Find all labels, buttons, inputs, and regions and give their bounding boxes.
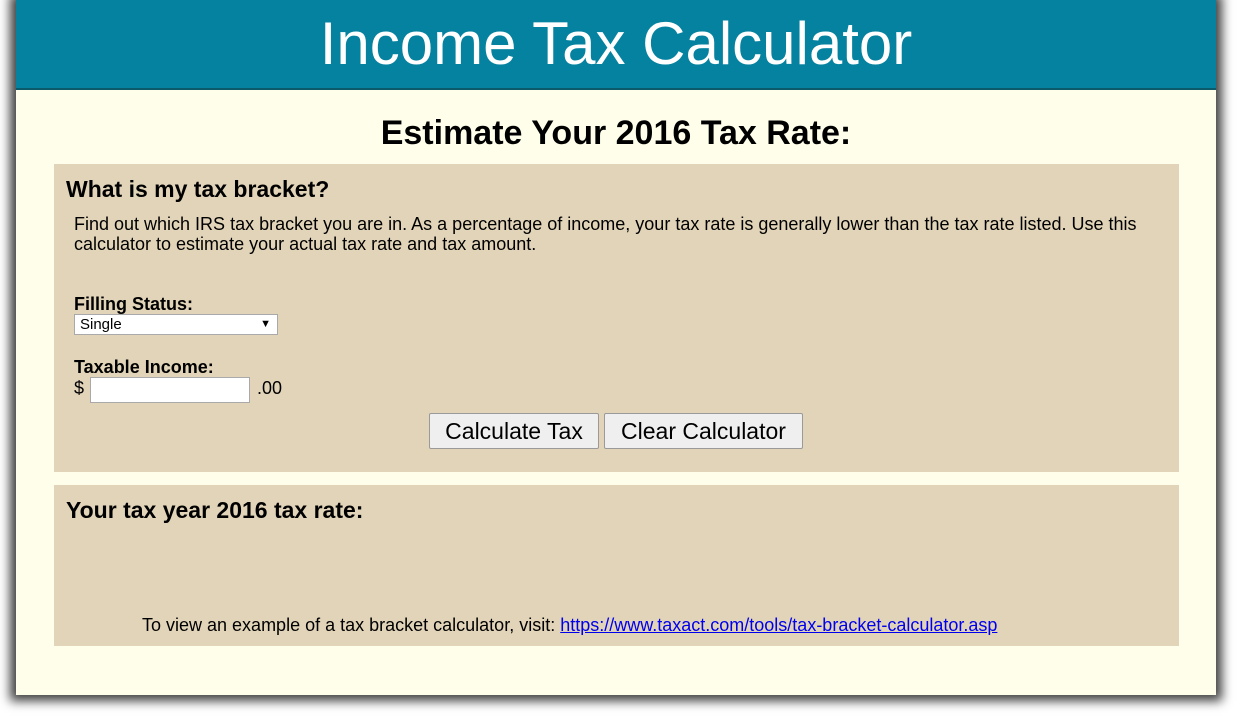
cents-suffix: .00 bbox=[257, 378, 283, 398]
result-panel-title: Your tax year 2016 tax rate: bbox=[66, 497, 364, 523]
page-subtitle: Estimate Your 2016 Tax Rate: bbox=[380, 114, 852, 152]
page-banner: Income Tax Calculator bbox=[16, 0, 1216, 90]
example-link[interactable]: https://www.taxact.com/tools/tax-bracket… bbox=[560, 615, 998, 635]
taxable-income-input[interactable] bbox=[90, 377, 250, 403]
clear-calculator-button[interactable]: Clear Calculator bbox=[604, 413, 803, 449]
bracket-panel-title: What is my tax bracket? bbox=[66, 176, 330, 202]
result-panel: Your tax year 2016 tax rate: To view an … bbox=[54, 485, 1179, 646]
filing-status-label: Filling Status: bbox=[74, 294, 193, 314]
app-frame: Income Tax Calculator Estimate Your 2016… bbox=[16, 0, 1216, 695]
example-note: To view an example of a tax bracket calc… bbox=[142, 615, 997, 636]
dropdown-arrow-icon: ▼ bbox=[260, 318, 271, 330]
calculate-tax-button[interactable]: Calculate Tax bbox=[429, 413, 599, 449]
app-title: Income Tax Calculator bbox=[319, 10, 913, 77]
dollar-sign: $ bbox=[74, 378, 85, 398]
example-text: To view an example of a tax bracket calc… bbox=[142, 615, 556, 635]
taxable-income-label: Taxable Income: bbox=[74, 357, 214, 377]
filing-status-select[interactable]: Single ▼ bbox=[74, 314, 278, 335]
bracket-panel: What is my tax bracket? Find out which I… bbox=[54, 164, 1179, 472]
bracket-description: Find out which IRS tax bracket you are i… bbox=[74, 214, 1137, 254]
filing-status-value: Single bbox=[80, 316, 122, 333]
